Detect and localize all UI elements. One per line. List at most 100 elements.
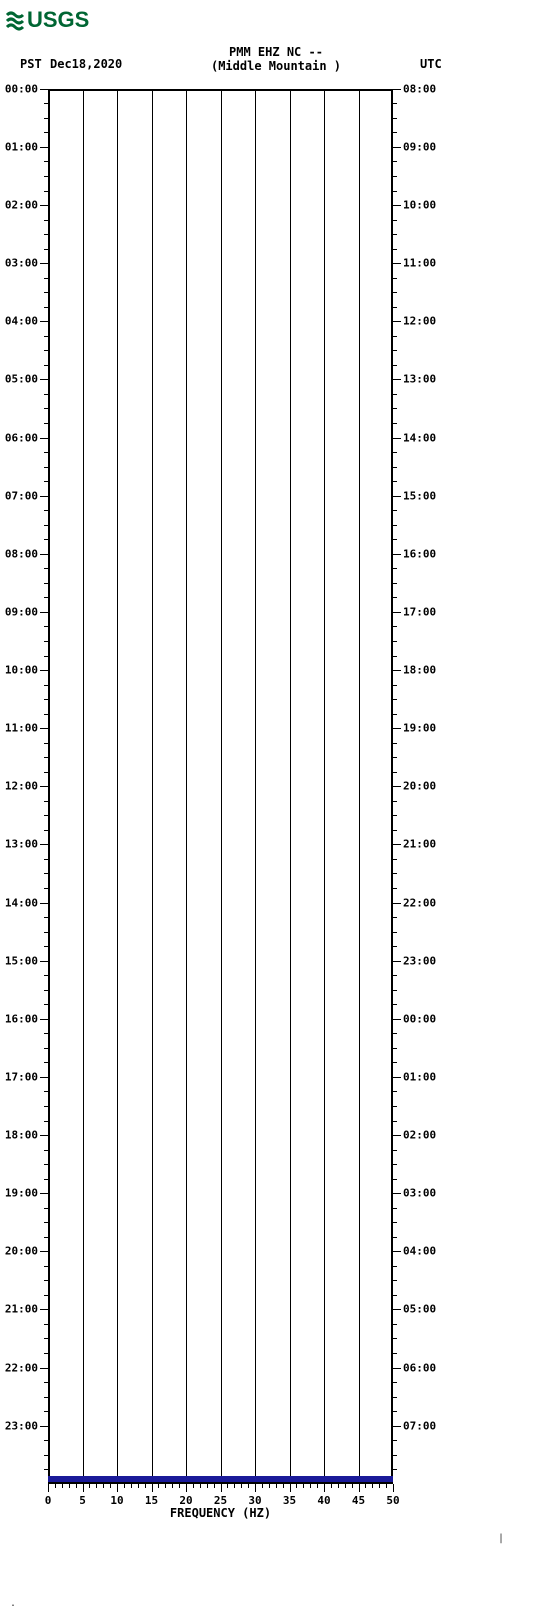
ylabel-left: 08:00: [0, 547, 38, 560]
ylabel-left: 02:00: [0, 199, 38, 212]
ylabel-left: 07:00: [0, 489, 38, 502]
gridline-vertical: [186, 89, 187, 1484]
ytick-left-minor: [44, 452, 48, 453]
ytick-left-minor: [44, 1266, 48, 1267]
ytick-right-minor: [393, 161, 397, 162]
logo-text: USGS: [27, 7, 89, 32]
ytick-left-minor: [44, 234, 48, 235]
xtick: [359, 1484, 360, 1492]
ytick-right-minor: [393, 278, 397, 279]
ytick-left-minor: [44, 132, 48, 133]
ytick-left-minor: [44, 1411, 48, 1412]
ytick-right: [393, 496, 401, 497]
ytick-left-minor: [44, 1150, 48, 1151]
xtick-minor: [296, 1484, 297, 1488]
ylabel-right: 14:00: [403, 431, 436, 444]
xtick-minor: [386, 1484, 387, 1488]
ylabel-left: 04:00: [0, 315, 38, 328]
ytick-right-minor: [393, 917, 397, 918]
ytick-left-minor: [44, 772, 48, 773]
ytick-left-minor: [44, 757, 48, 758]
ytick-left-minor: [44, 830, 48, 831]
chart-header: PST Dec18,2020 PMM EHZ NC -- (Middle Mou…: [0, 45, 552, 74]
ytick-right: [393, 1426, 401, 1427]
ytick-right-minor: [393, 888, 397, 889]
ytick-right-minor: [393, 932, 397, 933]
ytick-left: [40, 263, 48, 264]
ytick-left-minor: [44, 1033, 48, 1034]
ytick-right-minor: [393, 685, 397, 686]
xtick-minor: [248, 1484, 249, 1488]
ytick-left-minor: [44, 699, 48, 700]
ytick-right-minor: [393, 394, 397, 395]
ytick-right: [393, 205, 401, 206]
ylabel-left: 19:00: [0, 1187, 38, 1200]
ytick-left: [40, 612, 48, 613]
ytick-right-minor: [393, 1091, 397, 1092]
spectrogram-chart: 00:0001:0002:0003:0004:0005:0006:0007:00…: [0, 89, 552, 1509]
ytick-right-minor: [393, 946, 397, 947]
ytick-right-minor: [393, 103, 397, 104]
ytick-right-minor: [393, 1266, 397, 1267]
ytick-right-minor: [393, 350, 397, 351]
ylabel-left: 01:00: [0, 140, 38, 153]
ylabel-right: 02:00: [403, 1129, 436, 1142]
ytick-right-minor: [393, 757, 397, 758]
xtick-minor: [193, 1484, 194, 1488]
xtick-minor: [338, 1484, 339, 1488]
ytick-right: [393, 1135, 401, 1136]
ytick-left-minor: [44, 1440, 48, 1441]
ytick-right-minor: [393, 1411, 397, 1412]
ytick-right-minor: [393, 1324, 397, 1325]
xtick-minor: [62, 1484, 63, 1488]
xtick-minor: [89, 1484, 90, 1488]
ylabel-left: 16:00: [0, 1012, 38, 1025]
ylabel-left: 05:00: [0, 373, 38, 386]
ytick-right-minor: [393, 1033, 397, 1034]
ytick-right-minor: [393, 583, 397, 584]
ytick-left-minor: [44, 103, 48, 104]
ylabel-right: 23:00: [403, 954, 436, 967]
ytick-left-minor: [44, 946, 48, 947]
ytick-right-minor: [393, 641, 397, 642]
xtick-minor: [310, 1484, 311, 1488]
ytick-left-minor: [44, 307, 48, 308]
ytick-left-minor: [44, 1455, 48, 1456]
ytick-left-minor: [44, 815, 48, 816]
ylabel-right: 10:00: [403, 199, 436, 212]
ylabel-left: 03:00: [0, 257, 38, 270]
ytick-right-minor: [393, 365, 397, 366]
xlabel: 35: [283, 1494, 296, 1507]
ylabel-right: 15:00: [403, 489, 436, 502]
ytick-left-minor: [44, 1237, 48, 1238]
xtick-minor: [365, 1484, 366, 1488]
ytick-left-minor: [44, 336, 48, 337]
ylabel-left: 10:00: [0, 664, 38, 677]
ytick-right-minor: [393, 1338, 397, 1339]
ytick-right-minor: [393, 656, 397, 657]
ytick-right-minor: [393, 539, 397, 540]
xtick-minor: [55, 1484, 56, 1488]
ytick-right-minor: [393, 336, 397, 337]
ytick-right-minor: [393, 597, 397, 598]
ytick-right-minor: [393, 801, 397, 802]
xtick-minor: [269, 1484, 270, 1488]
ytick-right: [393, 89, 401, 90]
ytick-left-minor: [44, 685, 48, 686]
ytick-left-minor: [44, 1004, 48, 1005]
xtick-minor: [124, 1484, 125, 1488]
ytick-right-minor: [393, 772, 397, 773]
xtick-minor: [331, 1484, 332, 1488]
ytick-left-minor: [44, 510, 48, 511]
ylabel-left: 18:00: [0, 1129, 38, 1142]
x-axis-title: FREQUENCY (HZ): [170, 1506, 271, 1520]
gridline-vertical: [255, 89, 256, 1484]
ytick-right: [393, 147, 401, 148]
ytick-left: [40, 1193, 48, 1194]
ytick-left-minor: [44, 278, 48, 279]
ytick-right-minor: [393, 525, 397, 526]
ytick-left-minor: [44, 1048, 48, 1049]
ytick-right-minor: [393, 191, 397, 192]
ytick-left: [40, 786, 48, 787]
xtick-minor: [103, 1484, 104, 1488]
